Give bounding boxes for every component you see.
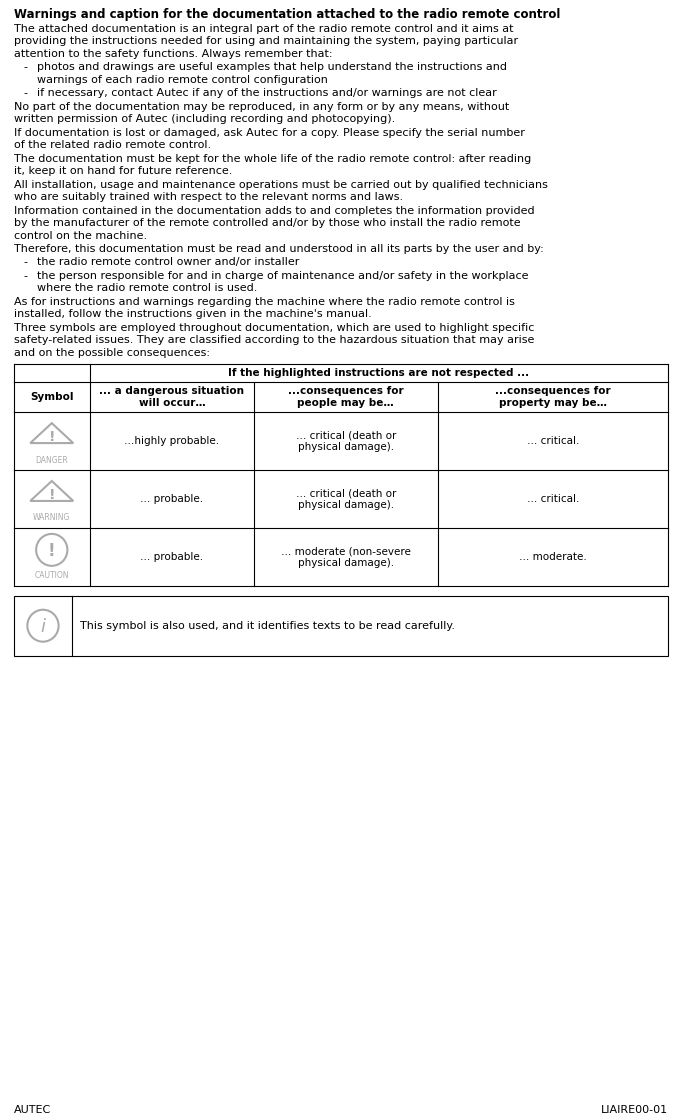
Text: Symbol: Symbol	[30, 392, 73, 402]
Text: Warnings and caption for the documentation attached to the radio remote control: Warnings and caption for the documentati…	[14, 8, 560, 21]
Text: written permission of Autec (including recording and photocopying).: written permission of Autec (including r…	[14, 114, 395, 124]
Text: As for instructions and warnings regarding the machine where the radio remote co: As for instructions and warnings regardi…	[14, 297, 514, 307]
Text: ...consequences for
people may be…: ...consequences for people may be…	[288, 386, 403, 408]
Text: … critical.: … critical.	[526, 436, 579, 446]
Text: if necessary, contact Autec if any of the instructions and/or warnings are not c: if necessary, contact Autec if any of th…	[37, 88, 497, 98]
Text: Therefore, this documentation must be read and understood in all its parts by th: Therefore, this documentation must be re…	[14, 244, 544, 254]
Text: This symbol is also used, and it identifies texts to be read carefully.: This symbol is also used, and it identif…	[80, 621, 455, 631]
Text: … moderate.: … moderate.	[519, 552, 587, 562]
Bar	[14, 595, 668, 656]
Text: the radio remote control owner and/or installer: the radio remote control owner and/or in…	[37, 258, 299, 267]
Text: … critical (death or
physical damage).: … critical (death or physical damage).	[295, 430, 396, 452]
Text: DANGER: DANGER	[36, 456, 68, 465]
Text: the person responsible for and in charge of maintenance and/or safety in the wor: the person responsible for and in charge…	[37, 271, 528, 281]
Text: No part of the documentation may be reproduced, in any form or by any means, wit: No part of the documentation may be repr…	[14, 102, 509, 112]
Text: ...consequences for
property may be…: ...consequences for property may be…	[495, 386, 611, 408]
Text: -: -	[24, 88, 27, 98]
Text: Information contained in the documentation adds to and completes the information: Information contained in the documentati…	[14, 206, 534, 216]
Text: by the manufacturer of the remote controlled and/or by those who install the rad: by the manufacturer of the remote contro…	[14, 218, 520, 228]
Text: … critical.: … critical.	[526, 494, 579, 504]
Text: attention to the safety functions. Always remember that:: attention to the safety functions. Alway…	[14, 49, 332, 59]
Text: it, keep it on hand for future reference.: it, keep it on hand for future reference…	[14, 166, 232, 176]
Text: !: !	[48, 542, 56, 560]
Text: The documentation must be kept for the whole life of the radio remote control: a: The documentation must be kept for the w…	[14, 154, 531, 164]
Text: WARNING: WARNING	[33, 514, 70, 523]
Text: of the related radio remote control.: of the related radio remote control.	[14, 141, 211, 150]
Text: -: -	[24, 258, 27, 267]
Text: All installation, usage and maintenance operations must be carried out by qualif: All installation, usage and maintenance …	[14, 180, 547, 190]
Text: -: -	[24, 63, 27, 73]
Text: … probable.: … probable.	[140, 494, 203, 504]
Text: !: !	[49, 488, 55, 502]
Text: If the highlighted instructions are not respected ...: If the highlighted instructions are not …	[228, 369, 530, 379]
Text: ... a dangerous situation
will occur…: ... a dangerous situation will occur…	[99, 386, 244, 408]
Text: providing the instructions needed for using and maintaining the system, paying p: providing the instructions needed for us…	[14, 37, 518, 47]
Text: warnings of each radio remote control configuration: warnings of each radio remote control co…	[37, 75, 328, 85]
Text: -: -	[24, 271, 27, 281]
Text: Three symbols are employed throughout documentation, which are used to highlight: Three symbols are employed throughout do…	[14, 323, 534, 333]
Text: control on the machine.: control on the machine.	[14, 230, 147, 240]
Text: The attached documentation is an integral part of the radio remote control and i: The attached documentation is an integra…	[14, 23, 513, 34]
Text: where the radio remote control is used.: where the radio remote control is used.	[37, 284, 258, 294]
Text: !: !	[49, 430, 55, 445]
Text: … moderate (non-severe
physical damage).: … moderate (non-severe physical damage).	[281, 546, 410, 567]
Text: installed, follow the instructions given in the machine's manual.: installed, follow the instructions given…	[14, 309, 371, 319]
Text: … critical (death or
physical damage).: … critical (death or physical damage).	[295, 488, 396, 509]
Text: i: i	[40, 618, 45, 636]
Text: AUTEC: AUTEC	[14, 1105, 51, 1115]
Text: If documentation is lost or damaged, ask Autec for a copy. Please specify the se: If documentation is lost or damaged, ask…	[14, 127, 525, 137]
Text: photos and drawings are useful examples that help understand the instructions an: photos and drawings are useful examples …	[37, 63, 507, 73]
Text: …highly probable.: …highly probable.	[124, 436, 219, 446]
Text: … probable.: … probable.	[140, 552, 203, 562]
Text: LIAIRE00-01: LIAIRE00-01	[601, 1105, 668, 1115]
Text: and on the possible consequences:: and on the possible consequences:	[14, 347, 209, 357]
Text: safety-related issues. They are classified according to the hazardous situation : safety-related issues. They are classifi…	[14, 335, 534, 345]
Text: who are suitably trained with respect to the relevant norms and laws.: who are suitably trained with respect to…	[14, 192, 403, 202]
Text: CAUTION: CAUTION	[34, 571, 69, 581]
